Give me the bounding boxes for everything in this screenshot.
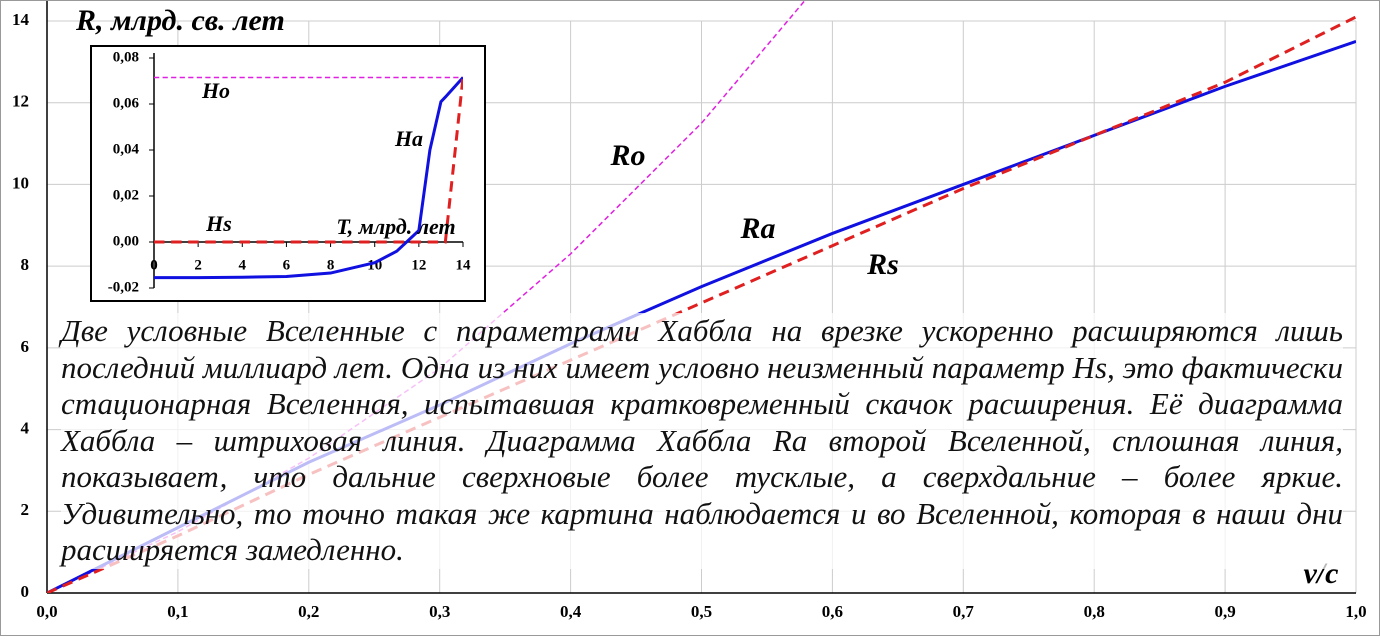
y-tick-label: 0,06 — [113, 95, 140, 111]
x-tick-label: 0,2 — [298, 602, 319, 621]
series-line — [154, 77, 463, 244]
y-tick-label: 8 — [21, 255, 30, 274]
series-label: Ho — [201, 78, 230, 103]
series-label: Ra — [739, 212, 775, 245]
y-tick-label: 0,08 — [113, 49, 139, 65]
x-tick-label: 0,4 — [560, 602, 582, 621]
series-label: Ro — [609, 139, 645, 172]
x-tick-label: 0,7 — [953, 602, 975, 621]
y-tick-label: 0,04 — [113, 141, 140, 157]
series-label: Hs — [205, 211, 232, 236]
x-tick-label: 8 — [327, 257, 335, 273]
x-tick-label: 1,0 — [1345, 602, 1366, 621]
x-tick-label: 6 — [283, 257, 291, 273]
series-line — [154, 76, 463, 280]
y-tick-label: 10 — [12, 173, 29, 192]
x-tick-label: 0,6 — [822, 602, 843, 621]
series-label: Ha — [394, 126, 423, 151]
x-tick-label: 0,3 — [429, 602, 450, 621]
y-tick-label: 0,02 — [113, 187, 139, 203]
y-tick-label: -0,02 — [108, 279, 139, 295]
x-tick-label: 0,1 — [167, 602, 188, 621]
y-tick-label: 4 — [21, 418, 30, 437]
x-tick-label: 4 — [239, 257, 247, 273]
x-tick-label: 0,8 — [1084, 602, 1105, 621]
description: Две условные Вселенные с параметрами Хаб… — [61, 313, 1343, 569]
series-label: Rs — [866, 248, 899, 281]
x-tick-label: 0,5 — [691, 602, 712, 621]
y-tick-label: 12 — [12, 92, 29, 111]
y-tick-label: 0,00 — [113, 233, 139, 249]
x-tick-label: 14 — [456, 257, 472, 273]
y-tick-label: 2 — [21, 500, 30, 519]
series-line — [47, 15, 1356, 593]
y-tick-label: 0 — [21, 582, 30, 601]
y-tick-label: 6 — [21, 337, 30, 356]
y-axis-label: R, млрд. св. лет — [75, 4, 285, 37]
x-axis-label: T, млрд. лет — [336, 214, 455, 239]
x-tick-label: 2 — [194, 257, 202, 273]
x-tick-label: 12 — [411, 257, 426, 273]
x-tick-label: 0,0 — [36, 602, 57, 621]
y-tick-label: 14 — [12, 10, 30, 29]
plot: 02468101214-0,020,000,020,040,060,08HoHa… — [108, 49, 471, 295]
x-tick-label: 0,9 — [1214, 602, 1235, 621]
inset-frame — [90, 45, 486, 302]
